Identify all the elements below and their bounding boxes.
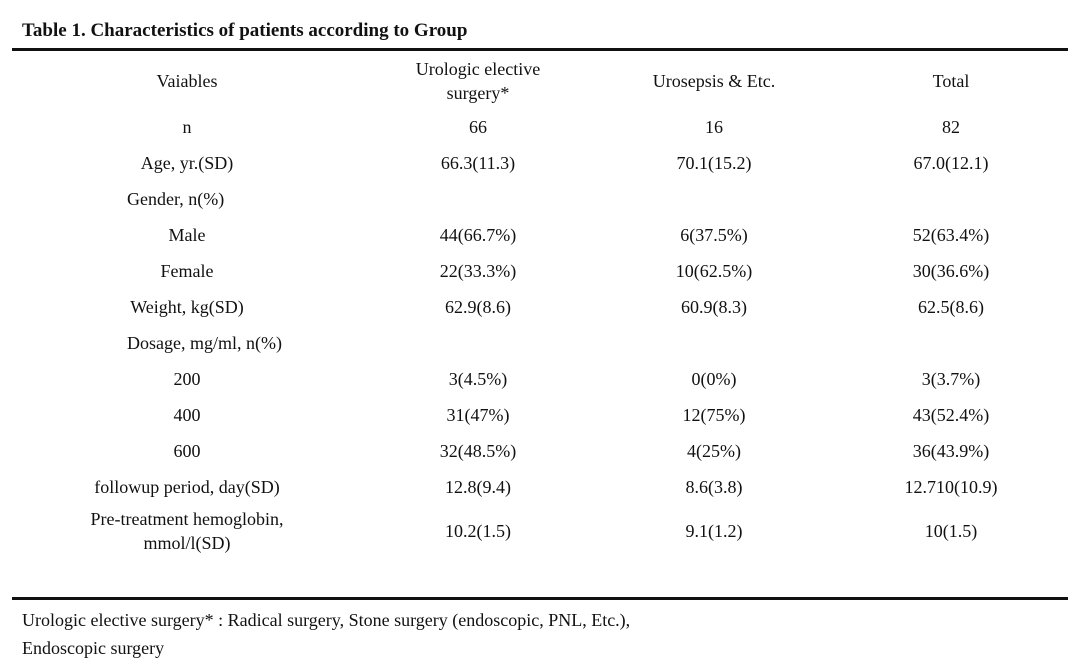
- footnote: Urologic elective surgery* : Radical sur…: [22, 606, 630, 662]
- table-row: Age, yr.(SD) 66.3(11.3) 70.1(15.2) 67.0(…: [12, 145, 1068, 181]
- header-urosepsis: Urosepsis & Etc.: [652, 71, 776, 91]
- cell-total: 3(3.7%): [921, 369, 981, 389]
- table-row: Gender, n(%): [12, 181, 1068, 217]
- cell-g2: 0(0%): [691, 369, 737, 389]
- table-row: 600 32(48.5%) 4(25%) 36(43.9%): [12, 433, 1068, 469]
- cell-g1: 31(47%): [446, 405, 510, 425]
- top-rule: [12, 48, 1068, 51]
- table-row: Pre-treatment hemoglobin, mmol/l(SD) 10.2…: [12, 505, 1068, 557]
- row-label: Weight, kg(SD): [130, 297, 244, 317]
- table-row: 200 3(4.5%) 0(0%) 3(3.7%): [12, 361, 1068, 397]
- table-row: Female 22(33.3%) 10(62.5%) 30(36.6%): [12, 253, 1068, 289]
- cell-total: 67.0(12.1): [913, 153, 989, 173]
- cell-g2: 4(25%): [687, 441, 741, 461]
- row-label: 200: [173, 369, 201, 389]
- header-urologic-elective-surgery: Urologic elective surgery*: [415, 58, 541, 103]
- cell-g1: 66: [469, 117, 487, 137]
- cell-g1: 10.2(1.5): [445, 521, 511, 541]
- cell-g1: 66.3(11.3): [440, 153, 516, 173]
- table-row: Male 44(66.7%) 6(37.5%) 52(63.4%): [12, 217, 1068, 253]
- row-label: Pre-treatment hemoglobin, mmol/l(SD): [90, 508, 284, 553]
- row-label: Age, yr.(SD): [140, 153, 234, 173]
- cell-g2: 9.1(1.2): [685, 521, 743, 541]
- footnote-line: Endoscopic surgery: [22, 638, 165, 658]
- cell-total: 43(52.4%): [912, 405, 990, 425]
- cell-g2: 60.9(8.3): [681, 297, 747, 317]
- row-label: followup period, day(SD): [94, 477, 280, 497]
- cell-total: 62.5(8.6): [918, 297, 984, 317]
- cell-g2: 8.6(3.8): [685, 477, 743, 497]
- cell-total: [834, 181, 1068, 217]
- cell-g1: 62.9(8.6): [445, 297, 511, 317]
- table-row: Weight, kg(SD) 62.9(8.6) 60.9(8.3) 62.5(…: [12, 289, 1068, 325]
- table-title: Table 1. Characteristics of patients acc…: [22, 20, 468, 41]
- table-row: followup period, day(SD) 12.8(9.4) 8.6(3…: [12, 469, 1068, 505]
- table-row: n 66 16 82: [12, 109, 1068, 145]
- header-variables: Vaiables: [156, 71, 218, 91]
- row-label: 600: [173, 441, 201, 461]
- row-label: n: [182, 117, 192, 137]
- table-row: 400 31(47%) 12(75%) 43(52.4%): [12, 397, 1068, 433]
- row-label: Male: [168, 225, 206, 245]
- cell-g2: 10(62.5%): [675, 261, 753, 281]
- cell-g1: [362, 325, 594, 361]
- cell-total: [834, 325, 1068, 361]
- cell-g1: 22(33.3%): [439, 261, 517, 281]
- cell-g2: [594, 181, 834, 217]
- table-row: Dosage, mg/ml, n(%): [12, 325, 1068, 361]
- cell-g2: 70.1(15.2): [676, 153, 752, 173]
- cell-g1: [362, 181, 594, 217]
- cell-g2: 12(75%): [682, 405, 746, 425]
- row-label: 400: [173, 405, 201, 425]
- cell-total: 36(43.9%): [912, 441, 990, 461]
- cell-g2: 6(37.5%): [680, 225, 748, 245]
- header-row: Vaiables Urologic elective surgery* Urose…: [12, 53, 1068, 109]
- cell-total: 52(63.4%): [912, 225, 990, 245]
- cell-g2: 16: [705, 117, 723, 137]
- footnote-line: Urologic elective surgery* : Radical sur…: [22, 610, 631, 630]
- row-label: Gender, n(%): [127, 189, 225, 209]
- cell-total: 82: [942, 117, 960, 137]
- bottom-rule: [12, 597, 1068, 600]
- cell-g1: 3(4.5%): [448, 369, 508, 389]
- cell-total: 10(1.5): [924, 521, 978, 541]
- cell-g2: [594, 325, 834, 361]
- row-label: Dosage, mg/ml, n(%): [127, 333, 282, 353]
- cell-total: 30(36.6%): [912, 261, 990, 281]
- cell-g1: 12.8(9.4): [445, 477, 511, 497]
- cell-g1: 44(66.7%): [439, 225, 517, 245]
- cell-total: 12.710(10.9): [904, 477, 998, 497]
- row-label: Female: [160, 261, 214, 281]
- cell-g1: 32(48.5%): [439, 441, 517, 461]
- header-total: Total: [932, 71, 970, 91]
- characteristics-table: Vaiables Urologic elective surgery* Urose…: [12, 53, 1068, 557]
